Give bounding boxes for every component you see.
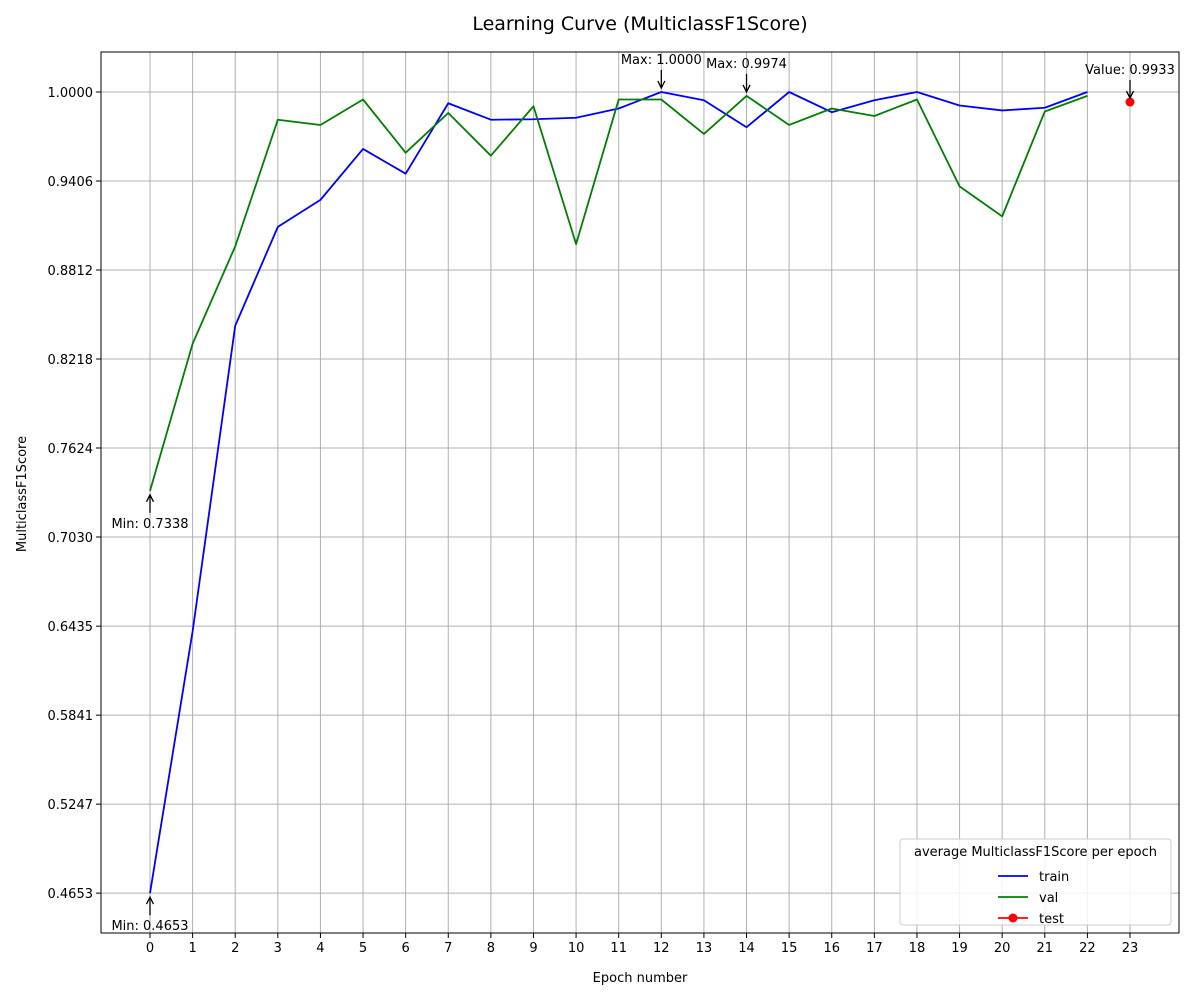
x-tick-label: 21: [1037, 941, 1054, 956]
x-tick-label: 12: [653, 941, 670, 956]
annotation-label: Max: 1.0000: [621, 53, 702, 68]
x-tick-label: 11: [610, 941, 627, 956]
x-tick-label: 17: [866, 941, 883, 956]
annotation-label: Max: 0.9974: [706, 57, 787, 72]
x-tick-label: 14: [738, 941, 755, 956]
annotation-arrow-head: [742, 84, 751, 94]
y-tick-label: 0.9406: [48, 175, 94, 190]
y-tick-label: 1.0000: [48, 86, 94, 101]
x-tick-label: 18: [909, 941, 926, 956]
y-tick-label: 0.4653: [48, 887, 94, 902]
x-tick-label: 8: [487, 941, 495, 956]
x-tick-label: 4: [316, 941, 324, 956]
series-lines: [149, 91, 1135, 894]
ticks: 0 1 2 3 4 5 6 7 8 9 10 11 12 13 14 15 16 17 18 19 20 21 22 230.…: [48, 51, 1180, 956]
x-tick-label: 7: [444, 941, 452, 956]
y-tick-label: 0.7030: [48, 531, 94, 546]
y-tick-label: 0.8218: [48, 353, 94, 368]
y-tick-label: 0.5841: [48, 709, 94, 724]
x-tick-label: 15: [781, 941, 798, 956]
legend-label-test: test: [1039, 912, 1064, 927]
legend-box: [899, 838, 1172, 926]
x-tick-label: 10: [568, 941, 585, 956]
plot-frame: [100, 51, 1180, 934]
x-tick-label: 1: [188, 941, 196, 956]
x-tick-label: 0: [146, 941, 154, 956]
y-tick-label: 0.6435: [48, 620, 94, 635]
x-tick-label: 2: [231, 941, 239, 956]
x-tick-label: 22: [1079, 941, 1096, 956]
x-tick-label: 3: [274, 941, 282, 956]
legend-label-val: val: [1039, 891, 1058, 906]
annotation-label: Min: 0.4653: [111, 919, 188, 934]
series-point-test: [1125, 97, 1135, 107]
y-axis-label: MulticlassF1Score: [15, 436, 30, 552]
grid: [101, 52, 1179, 933]
y-tick-label: 0.8812: [48, 264, 94, 279]
legend-label-train: train: [1039, 870, 1069, 885]
chart-title: Learning Curve (MulticlassF1Score): [472, 13, 807, 35]
x-tick-label: 5: [359, 941, 367, 956]
x-tick-label: 19: [951, 941, 968, 956]
annotation-arrow-head: [145, 493, 155, 503]
y-tick-label: 0.5247: [48, 798, 94, 813]
x-tick-label: 20: [994, 941, 1011, 956]
y-tick-label: 0.7624: [48, 442, 94, 457]
annotations: Min: 0.4653 Min: 0.7338 Max: 1.0000 Max: 0.…: [111, 53, 1174, 934]
annotation-arrow-head: [145, 895, 155, 905]
x-tick-label: 13: [696, 941, 713, 956]
annotation-arrow-head: [1125, 90, 1135, 100]
series-line-val: [149, 95, 1088, 492]
annotation-label: Value: 0.9933: [1085, 63, 1175, 78]
legend-marker-test: [1008, 913, 1018, 923]
x-axis-label: Epoch number: [593, 971, 688, 986]
x-tick-label: 16: [823, 941, 840, 956]
annotation-label: Min: 0.7338: [111, 517, 188, 532]
annotation-arrow-head: [657, 80, 666, 90]
x-tick-label: 6: [402, 941, 410, 956]
legend: average MulticlassF1Score per epoch train…: [899, 838, 1172, 927]
legend-title: average MulticlassF1Score per epoch: [914, 845, 1157, 860]
x-tick-label: 9: [529, 941, 537, 956]
x-tick-label: 23: [1122, 941, 1139, 956]
series-line-train: [149, 91, 1088, 894]
